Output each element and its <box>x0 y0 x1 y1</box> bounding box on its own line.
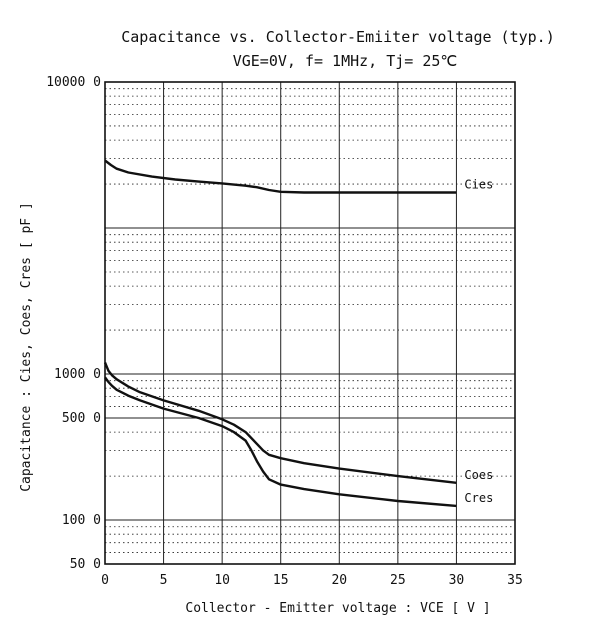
x-tick-label-2: 10 <box>214 573 230 588</box>
series-label-coes: Coes <box>464 468 493 482</box>
x-tick-label-4: 20 <box>331 573 347 588</box>
series-label-cies: Cies <box>464 178 493 192</box>
plot-frame <box>104 81 516 565</box>
series-lines <box>103 159 457 508</box>
y-tick-label-3: 1000 0 <box>54 367 101 382</box>
y-tick-label-2: 500 0 <box>62 411 101 426</box>
chart-subtitle: VGE=0V, f= 1MHz, Tj= 25℃ <box>233 52 458 70</box>
y-axis-label: Capacitance : Cies, Coes, Cres [ pF ] <box>19 202 34 492</box>
x-tick-label-6: 30 <box>449 573 465 588</box>
series-line-cies <box>104 159 457 194</box>
series-line-cres <box>104 376 457 508</box>
grid <box>105 82 515 564</box>
y-tick-label-4: 10000 0 <box>46 75 101 90</box>
x-tick-label-0: 0 <box>101 573 109 588</box>
x-tick-label-5: 25 <box>390 573 406 588</box>
series-label-cres: Cres <box>464 491 493 505</box>
x-axis-label: Collector - Emitter voltage : VCE [ V ] <box>185 601 490 616</box>
x-tick-label-7: 35 <box>507 573 523 588</box>
x-tick-label-1: 5 <box>160 573 168 588</box>
series-labels: Cies Coes Cres <box>464 178 493 505</box>
y-tick-label-0: 50 0 <box>70 557 101 572</box>
series-line-coes <box>103 362 457 484</box>
chart-title: Capacitance vs. Collector-Emiiter voltag… <box>121 28 554 46</box>
x-tick-label-3: 15 <box>273 573 289 588</box>
y-tick-label-1: 100 0 <box>62 513 101 528</box>
